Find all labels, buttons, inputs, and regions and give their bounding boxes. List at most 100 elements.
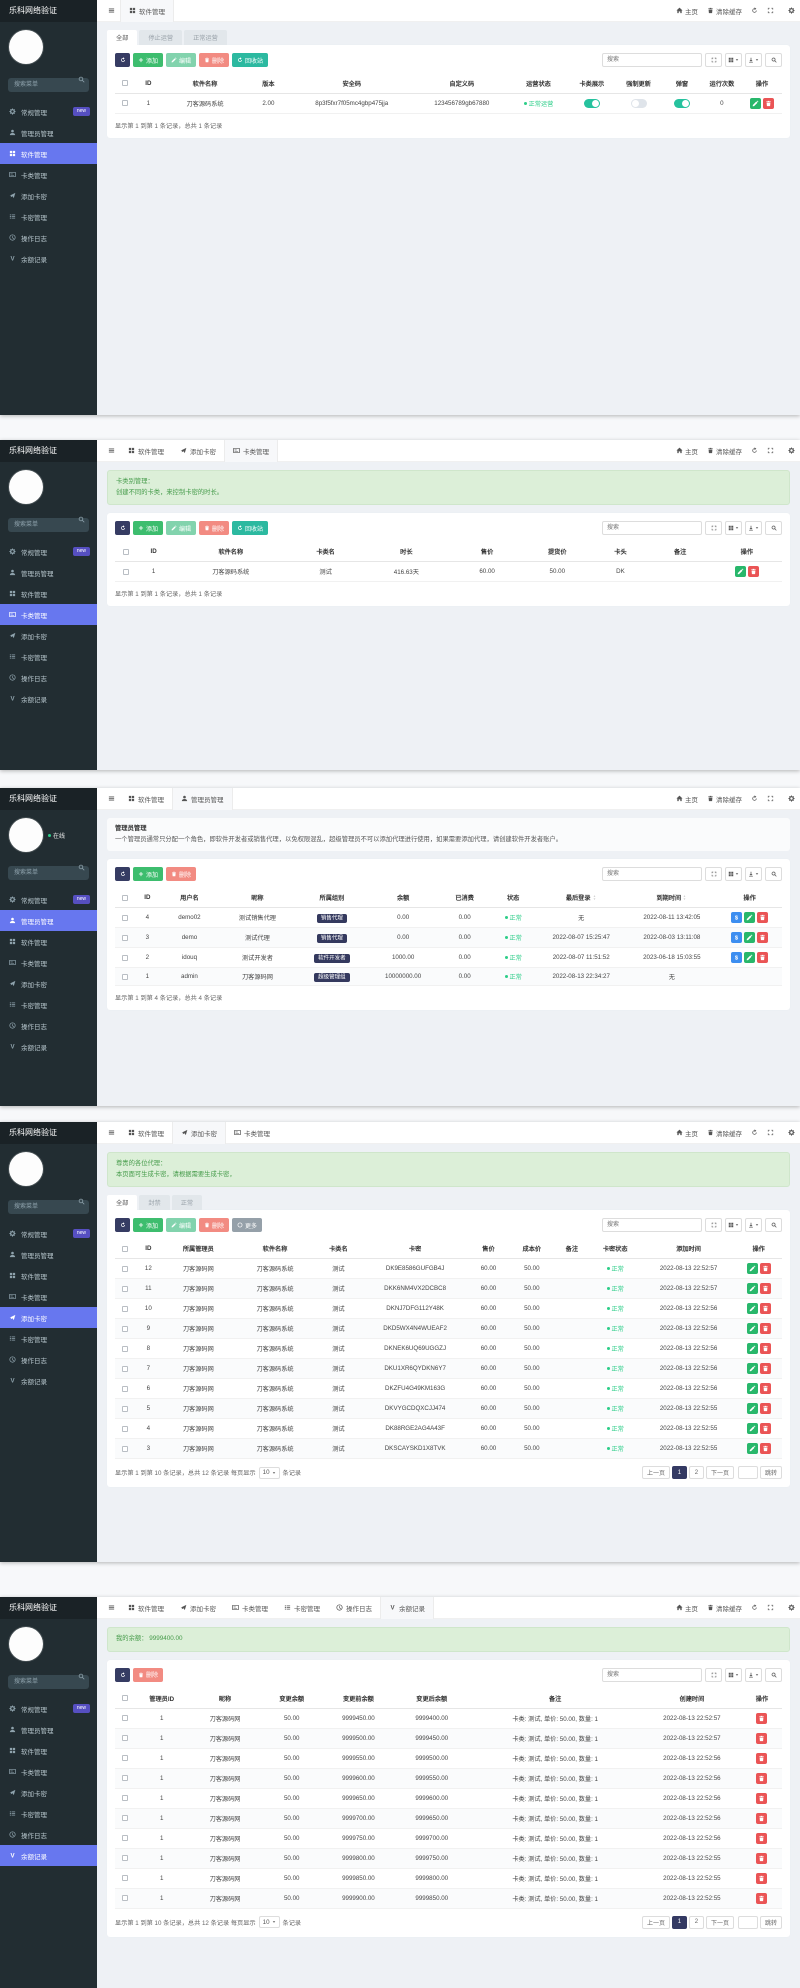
sidebar-toggle-button[interactable] — [103, 1604, 120, 1611]
row-edit-button[interactable] — [744, 932, 756, 944]
more-button[interactable]: 更多 — [232, 1218, 263, 1233]
sidebar-item-logs[interactable]: 操作日志 — [0, 1015, 97, 1036]
add-button[interactable]: 添加 — [133, 867, 164, 882]
table-header-cell[interactable]: 最后登录 — [535, 888, 627, 909]
nav-tab-admins[interactable]: 管理员管理 — [172, 788, 233, 810]
nav-tab-card-types[interactable]: 卡类管理 — [224, 440, 278, 462]
sidebar-item-software[interactable]: 软件管理 — [0, 931, 97, 952]
search-toggle-button[interactable] — [765, 521, 782, 536]
delete-button[interactable]: 删除 — [199, 1218, 230, 1233]
refresh-button[interactable] — [115, 521, 130, 536]
nav-tab-software[interactable]: 软件管理 — [120, 0, 174, 22]
sidebar-item-software[interactable]: 软件管理 — [0, 1265, 97, 1286]
filter-tab[interactable]: 全部 — [107, 30, 138, 45]
sidebar-item-software[interactable]: 软件管理 — [0, 1740, 97, 1761]
row-checkbox[interactable] — [122, 1345, 128, 1352]
fullscreen-button[interactable] — [767, 1604, 774, 1611]
refresh-page-button[interactable] — [751, 447, 758, 454]
refresh-page-button[interactable] — [751, 795, 758, 802]
recycle-button[interactable]: 回收站 — [232, 53, 269, 67]
row-checkbox[interactable] — [122, 1305, 128, 1312]
page-jump-input[interactable] — [737, 1915, 758, 1929]
row-checkbox[interactable] — [122, 1795, 128, 1802]
row-recharge-button[interactable]: $ — [731, 912, 743, 924]
sidebar-item-logs[interactable]: 操作日志 — [0, 1824, 97, 1845]
row-edit-button[interactable] — [746, 1363, 758, 1375]
row-delete-button[interactable] — [756, 1792, 768, 1804]
row-edit-button[interactable] — [746, 1423, 758, 1435]
row-delete-button[interactable] — [756, 1812, 768, 1824]
sidebar-item-admins[interactable]: 管理员管理 — [0, 910, 97, 931]
sidebar-item-logs[interactable]: 操作日志 — [0, 227, 97, 248]
row-delete-button[interactable] — [756, 1832, 768, 1844]
avatar[interactable] — [9, 1152, 43, 1186]
prev-page-button[interactable]: 上一页 — [641, 1466, 670, 1480]
refresh-button[interactable] — [115, 1667, 130, 1682]
settings-gear-button[interactable] — [783, 1604, 800, 1611]
columns-button[interactable] — [725, 1218, 742, 1233]
fullscreen-button[interactable] — [767, 7, 774, 14]
row-checkbox[interactable] — [122, 1735, 128, 1742]
row-delete-button[interactable] — [756, 1752, 768, 1764]
home-link[interactable]: 主页 — [676, 794, 698, 804]
sidebar-toggle-button[interactable] — [103, 1129, 120, 1136]
row-delete-button[interactable] — [756, 1892, 768, 1904]
edit-button[interactable]: 编辑 — [166, 53, 197, 67]
page-number-button[interactable]: 1 — [671, 1466, 687, 1480]
search-icon[interactable] — [78, 1673, 85, 1680]
row-checkbox[interactable] — [122, 1405, 128, 1412]
row-checkbox[interactable] — [122, 1755, 128, 1762]
sidebar-toggle-button[interactable] — [103, 795, 120, 802]
recycle-button[interactable]: 回收站 — [232, 521, 269, 536]
row-checkbox[interactable] — [122, 1775, 128, 1782]
next-page-button[interactable]: 下一页 — [705, 1915, 734, 1929]
avatar[interactable] — [9, 30, 43, 64]
row-checkbox[interactable] — [122, 1265, 128, 1272]
refresh-page-button[interactable] — [751, 1604, 758, 1611]
refresh-button[interactable] — [115, 1218, 130, 1233]
search-icon[interactable] — [78, 864, 85, 871]
row-delete-button[interactable] — [756, 1852, 768, 1864]
row-edit-button[interactable] — [744, 952, 756, 964]
nav-tab-software[interactable]: 软件管理 — [120, 788, 172, 810]
search-toggle-button[interactable] — [765, 53, 782, 67]
edit-button[interactable]: 编辑 — [166, 1218, 197, 1233]
fullscreen-table-button[interactable] — [705, 521, 722, 536]
row-checkbox[interactable] — [122, 1445, 128, 1452]
page-jump-input[interactable] — [737, 1466, 758, 1480]
export-button[interactable] — [745, 867, 762, 882]
row-checkbox[interactable] — [122, 1385, 128, 1392]
row-checkbox[interactable] — [122, 1285, 128, 1292]
home-link[interactable]: 主页 — [676, 1128, 698, 1138]
sidebar-search-input[interactable] — [8, 1675, 89, 1689]
select-all-checkbox[interactable] — [122, 1695, 128, 1702]
sidebar-item-card-types[interactable]: 卡类管理 — [0, 952, 97, 973]
fullscreen-button[interactable] — [767, 447, 774, 454]
search-icon[interactable] — [78, 516, 85, 523]
nav-tab-software[interactable]: 软件管理 — [120, 1122, 172, 1144]
refresh-button[interactable] — [115, 53, 130, 67]
sidebar-item-balance[interactable]: V 余额记录 — [0, 1036, 97, 1057]
row-delete-button[interactable] — [759, 1323, 771, 1335]
row-edit-button[interactable] — [734, 566, 746, 578]
row-edit-button[interactable] — [746, 1263, 758, 1275]
row-delete-button[interactable] — [759, 1403, 771, 1415]
sidebar-item-software[interactable]: 软件管理 — [0, 143, 97, 164]
sidebar-search-input[interactable] — [8, 518, 89, 532]
row-delete-button[interactable] — [759, 1303, 771, 1315]
add-button[interactable]: 添加 — [133, 521, 164, 536]
toggle-switch[interactable] — [630, 99, 647, 108]
row-delete-button[interactable] — [759, 1263, 771, 1275]
sidebar-item-general[interactable]: 常规管理 new — [0, 889, 97, 910]
prev-page-button[interactable]: 上一页 — [641, 1915, 670, 1929]
export-button[interactable] — [745, 53, 762, 67]
row-edit-button[interactable] — [746, 1443, 758, 1455]
select-all-checkbox[interactable] — [121, 894, 128, 901]
row-delete-button[interactable] — [757, 932, 769, 944]
nav-tab-cards[interactable]: 卡密管理 — [276, 1597, 328, 1619]
sidebar-item-add-cards[interactable]: 添加卡密 — [0, 1782, 97, 1803]
clear-cache-link[interactable]: 清除缓存 — [707, 1603, 742, 1613]
settings-gear-button[interactable] — [783, 447, 800, 454]
sidebar-item-cards[interactable]: 卡密管理 — [0, 994, 97, 1015]
refresh-page-button[interactable] — [751, 1129, 758, 1136]
